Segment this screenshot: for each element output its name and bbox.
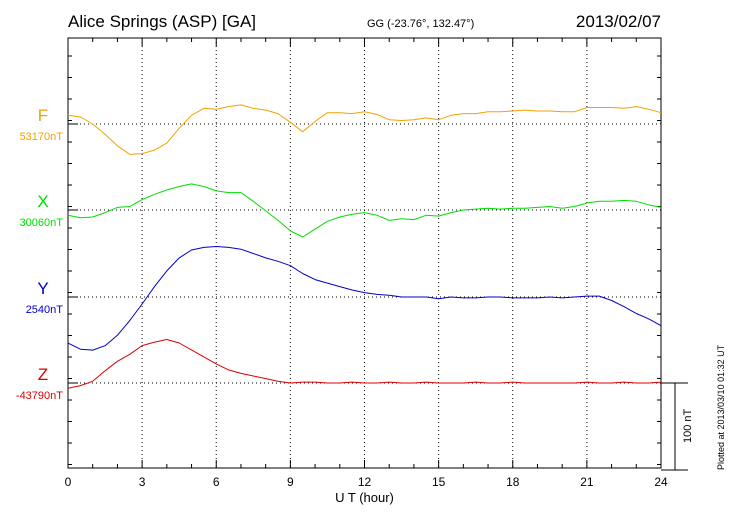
x-tick-label: 12 xyxy=(358,475,372,489)
chart-date: 2013/02/07 xyxy=(576,12,661,31)
series-lines xyxy=(67,104,662,389)
series-name-z: Z xyxy=(38,365,48,384)
station-coordinates: GG (-23.76°, 132.47°) xyxy=(367,18,474,30)
baseline-value-x: 30060nT xyxy=(20,217,64,229)
x-tick-label: 24 xyxy=(654,475,668,489)
series-name-f: F xyxy=(38,106,48,125)
scale-bar: 100 nT xyxy=(661,382,694,471)
series-name-y: Y xyxy=(37,279,48,298)
x-tick-label: 6 xyxy=(213,475,220,489)
x-tick-label: 3 xyxy=(139,475,146,489)
baseline-value-z: -43790nT xyxy=(16,390,63,402)
grid xyxy=(68,38,661,468)
scale-bar-label: 100 nT xyxy=(682,408,694,443)
x-tick-label: 15 xyxy=(432,475,446,489)
x-axis-label: U T (hour) xyxy=(335,490,394,505)
series-labels: F 53170nT X 30060nT Y 2540nT Z -43790nT xyxy=(16,106,63,402)
x-axis-ticks: 0 3 6 9 12 15 18 21 24 xyxy=(65,38,668,489)
x-tick-label: 18 xyxy=(506,475,520,489)
baseline-value-y: 2540nT xyxy=(26,304,64,316)
series-line-x xyxy=(67,183,662,238)
series-line-z xyxy=(67,339,662,389)
x-tick-label: 9 xyxy=(287,475,294,489)
plotted-timestamp: Plotted at 2013/03/10 01:32 UT xyxy=(716,344,726,470)
series-line-f xyxy=(67,104,662,155)
series-name-x: X xyxy=(37,192,48,211)
station-title: Alice Springs (ASP) [GA] xyxy=(68,12,256,31)
x-tick-label: 0 xyxy=(65,475,72,489)
x-tick-label: 21 xyxy=(580,475,594,489)
series-line-y xyxy=(67,246,662,351)
baseline-value-f: 53170nT xyxy=(20,131,64,143)
